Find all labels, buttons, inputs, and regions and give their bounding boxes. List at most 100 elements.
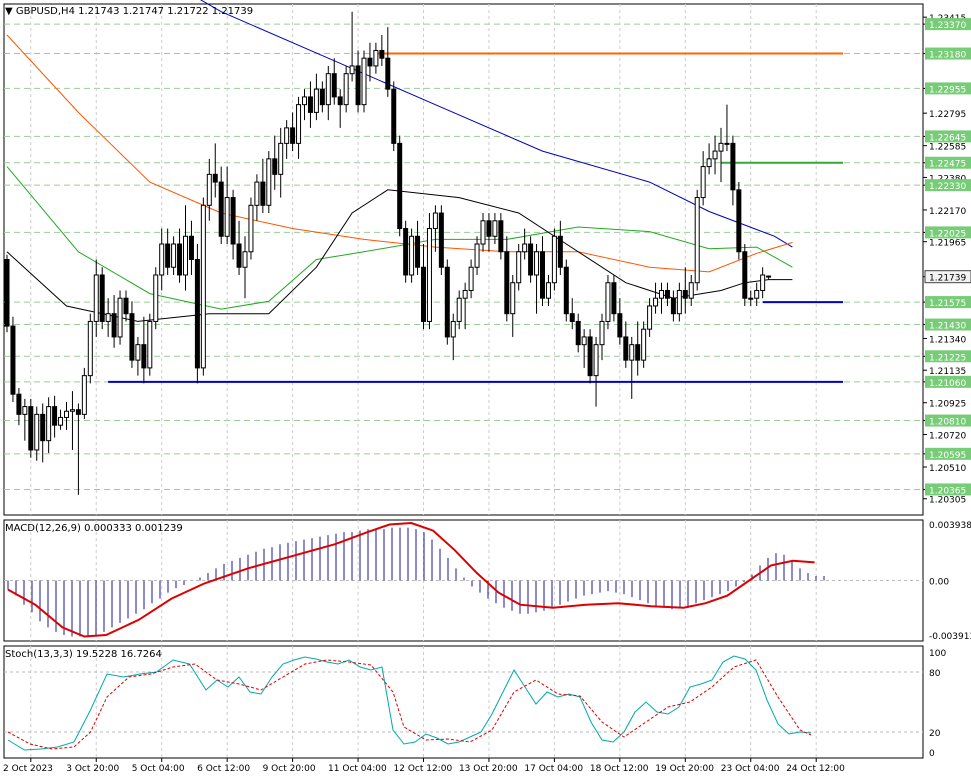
candle[interactable] [480,213,486,252]
candle[interactable] [516,244,522,291]
candle[interactable] [712,135,718,175]
candle[interactable] [444,259,450,345]
candle[interactable] [296,96,302,159]
candle[interactable] [706,143,712,175]
candle[interactable] [754,282,760,306]
candle[interactable] [676,282,682,322]
candle[interactable] [557,220,563,275]
candle[interactable] [432,205,438,252]
candle[interactable] [504,236,510,322]
candle[interactable] [563,259,569,322]
candle[interactable] [99,267,105,330]
candle[interactable] [236,220,242,275]
candle[interactable] [111,295,117,348]
price-pane[interactable]: 1.234151.233701.231801.229551.227951.226… [3,0,971,516]
candle[interactable] [218,166,224,245]
candle[interactable] [266,151,272,214]
candle[interactable] [718,127,724,183]
candle[interactable] [391,81,397,152]
candle[interactable] [635,321,641,376]
candle[interactable] [540,236,545,306]
candle[interactable] [528,236,534,283]
candle[interactable] [183,205,188,291]
candle[interactable] [397,135,403,237]
candle[interactable] [16,388,22,426]
candle[interactable] [682,267,688,314]
candle[interactable] [587,329,593,384]
candle[interactable] [34,406,40,461]
candle[interactable] [462,282,468,330]
candle[interactable] [307,81,313,128]
candle[interactable] [510,274,516,337]
candle[interactable] [313,73,319,121]
candle[interactable] [355,50,361,113]
candle[interactable] [212,143,218,198]
candle[interactable] [141,316,147,384]
candle[interactable] [736,182,742,260]
candle[interactable] [230,189,236,260]
candle[interactable] [123,290,129,322]
candle[interactable] [641,321,647,368]
candle[interactable] [403,220,409,283]
candle[interactable] [486,213,492,252]
candle[interactable] [105,298,111,337]
candle[interactable] [69,391,75,450]
candle[interactable] [10,316,16,402]
candle[interactable] [194,244,200,384]
macd-pane[interactable]: 0.003938 0.00 -0.003913 [3,519,971,642]
candle[interactable] [331,58,337,105]
candle[interactable] [647,298,653,337]
candle[interactable] [40,403,46,463]
candle[interactable] [4,254,10,333]
candle[interactable] [593,336,599,407]
candle[interactable] [87,313,93,384]
candle[interactable] [206,158,212,221]
candle[interactable] [599,313,605,361]
candle[interactable] [664,282,670,306]
candle[interactable] [724,104,730,152]
candle[interactable] [659,282,664,314]
candle[interactable] [611,274,617,322]
candle[interactable] [302,89,307,121]
candle[interactable] [46,397,52,454]
candle[interactable] [409,228,415,283]
candle[interactable] [629,336,635,399]
candle[interactable] [337,89,343,128]
candle[interactable] [272,135,278,190]
candle[interactable] [688,274,694,306]
candle[interactable] [153,267,159,330]
candle[interactable] [129,301,135,368]
candle[interactable] [81,367,87,419]
candle[interactable] [188,220,194,275]
candle[interactable] [492,213,498,245]
candle[interactable] [290,112,296,152]
candle[interactable] [468,259,474,299]
candle[interactable] [177,228,183,283]
candle[interactable] [498,213,504,260]
stoch-pane[interactable]: 100 80 20 0 [3,645,946,759]
candle[interactable] [450,313,456,361]
candle[interactable] [534,244,540,314]
candle[interactable] [93,259,99,337]
candle[interactable] [575,313,581,353]
candle[interactable] [653,282,659,314]
candle[interactable] [474,236,480,275]
candle[interactable] [617,298,623,345]
candle[interactable] [260,158,266,214]
candle[interactable] [415,220,421,275]
candle[interactable] [766,275,772,280]
candle[interactable] [52,395,58,438]
candle[interactable] [456,290,462,330]
candle[interactable] [742,244,748,306]
candle[interactable] [319,81,325,113]
candle[interactable] [421,244,426,330]
candle[interactable] [325,65,331,121]
candle[interactable] [200,197,206,376]
candle[interactable] [623,321,629,368]
candle[interactable] [349,11,355,82]
candle[interactable] [373,42,379,74]
candle[interactable] [367,42,373,82]
candle[interactable] [343,65,349,113]
